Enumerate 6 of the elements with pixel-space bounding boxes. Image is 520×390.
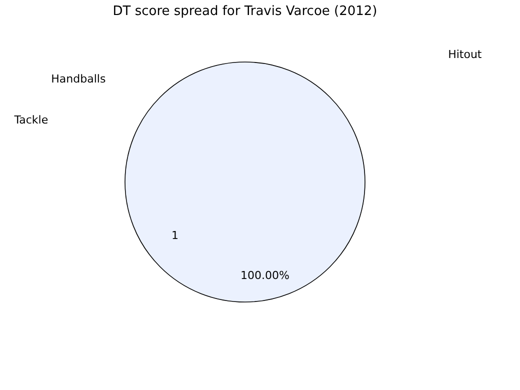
slice-label: 1 (172, 229, 178, 242)
text: Tackle (13, 113, 48, 126)
text: Hitout (448, 48, 482, 61)
chart-title: DT score spread for Travis Varcoe (2012) (112, 4, 378, 19)
data-label: 100.00% (240, 269, 290, 282)
text: Handballs (51, 72, 106, 86)
